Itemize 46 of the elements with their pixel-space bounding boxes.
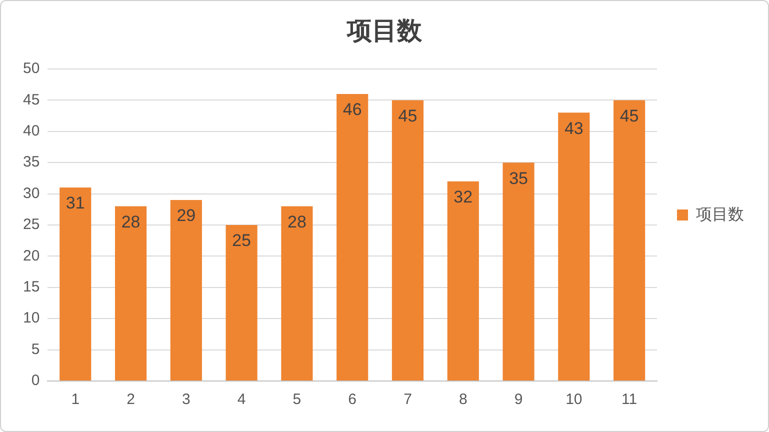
y-tick-label: 5 — [31, 340, 40, 358]
data-label: 28 — [121, 212, 140, 232]
x-tick-label: 6 — [348, 391, 357, 408]
data-label: 46 — [342, 100, 362, 120]
data-label: 45 — [620, 106, 639, 126]
x-tick-label: 1 — [71, 391, 80, 408]
bar — [170, 200, 202, 380]
y-tick-label: 30 — [22, 184, 40, 202]
y-tick-label: 25 — [22, 216, 40, 234]
data-label: 31 — [66, 194, 85, 213]
data-label: 28 — [287, 212, 306, 232]
legend-label: 项目数 — [696, 206, 744, 224]
y-tick-label: 20 — [22, 247, 40, 264]
data-label: 45 — [398, 106, 418, 126]
x-tick-label: 2 — [126, 391, 135, 408]
bar — [336, 94, 368, 380]
y-tick-label: 0 — [31, 372, 40, 390]
y-tick-label: 35 — [22, 154, 40, 171]
bar — [60, 188, 92, 380]
x-tick-label: 3 — [182, 391, 190, 408]
data-label: 43 — [564, 118, 584, 138]
x-tick-label: 9 — [514, 391, 523, 408]
y-tick-label: 40 — [22, 122, 40, 140]
bar — [614, 100, 646, 380]
x-tick-label: 7 — [404, 391, 412, 408]
bar — [392, 100, 424, 380]
y-tick-label: 45 — [22, 91, 40, 108]
chart-title: 项目数 — [346, 16, 423, 45]
bar — [226, 225, 258, 380]
y-tick-label: 15 — [22, 278, 40, 296]
bar — [114, 206, 147, 380]
data-label: 35 — [509, 168, 528, 188]
x-tick-label: 4 — [237, 391, 246, 408]
bar — [447, 181, 479, 380]
x-tick-label: 11 — [622, 391, 638, 408]
y-tick-label: 50 — [22, 60, 40, 78]
bar — [558, 112, 590, 380]
x-tick-label: 8 — [458, 391, 468, 408]
data-label: 29 — [176, 206, 196, 226]
y-tick-label: 10 — [22, 310, 40, 327]
data-label: 32 — [454, 188, 473, 207]
bar — [502, 162, 534, 380]
data-label: 25 — [232, 231, 252, 250]
x-tick-label: 10 — [566, 391, 582, 408]
x-tick-label: 5 — [292, 391, 302, 408]
bar — [281, 206, 313, 380]
